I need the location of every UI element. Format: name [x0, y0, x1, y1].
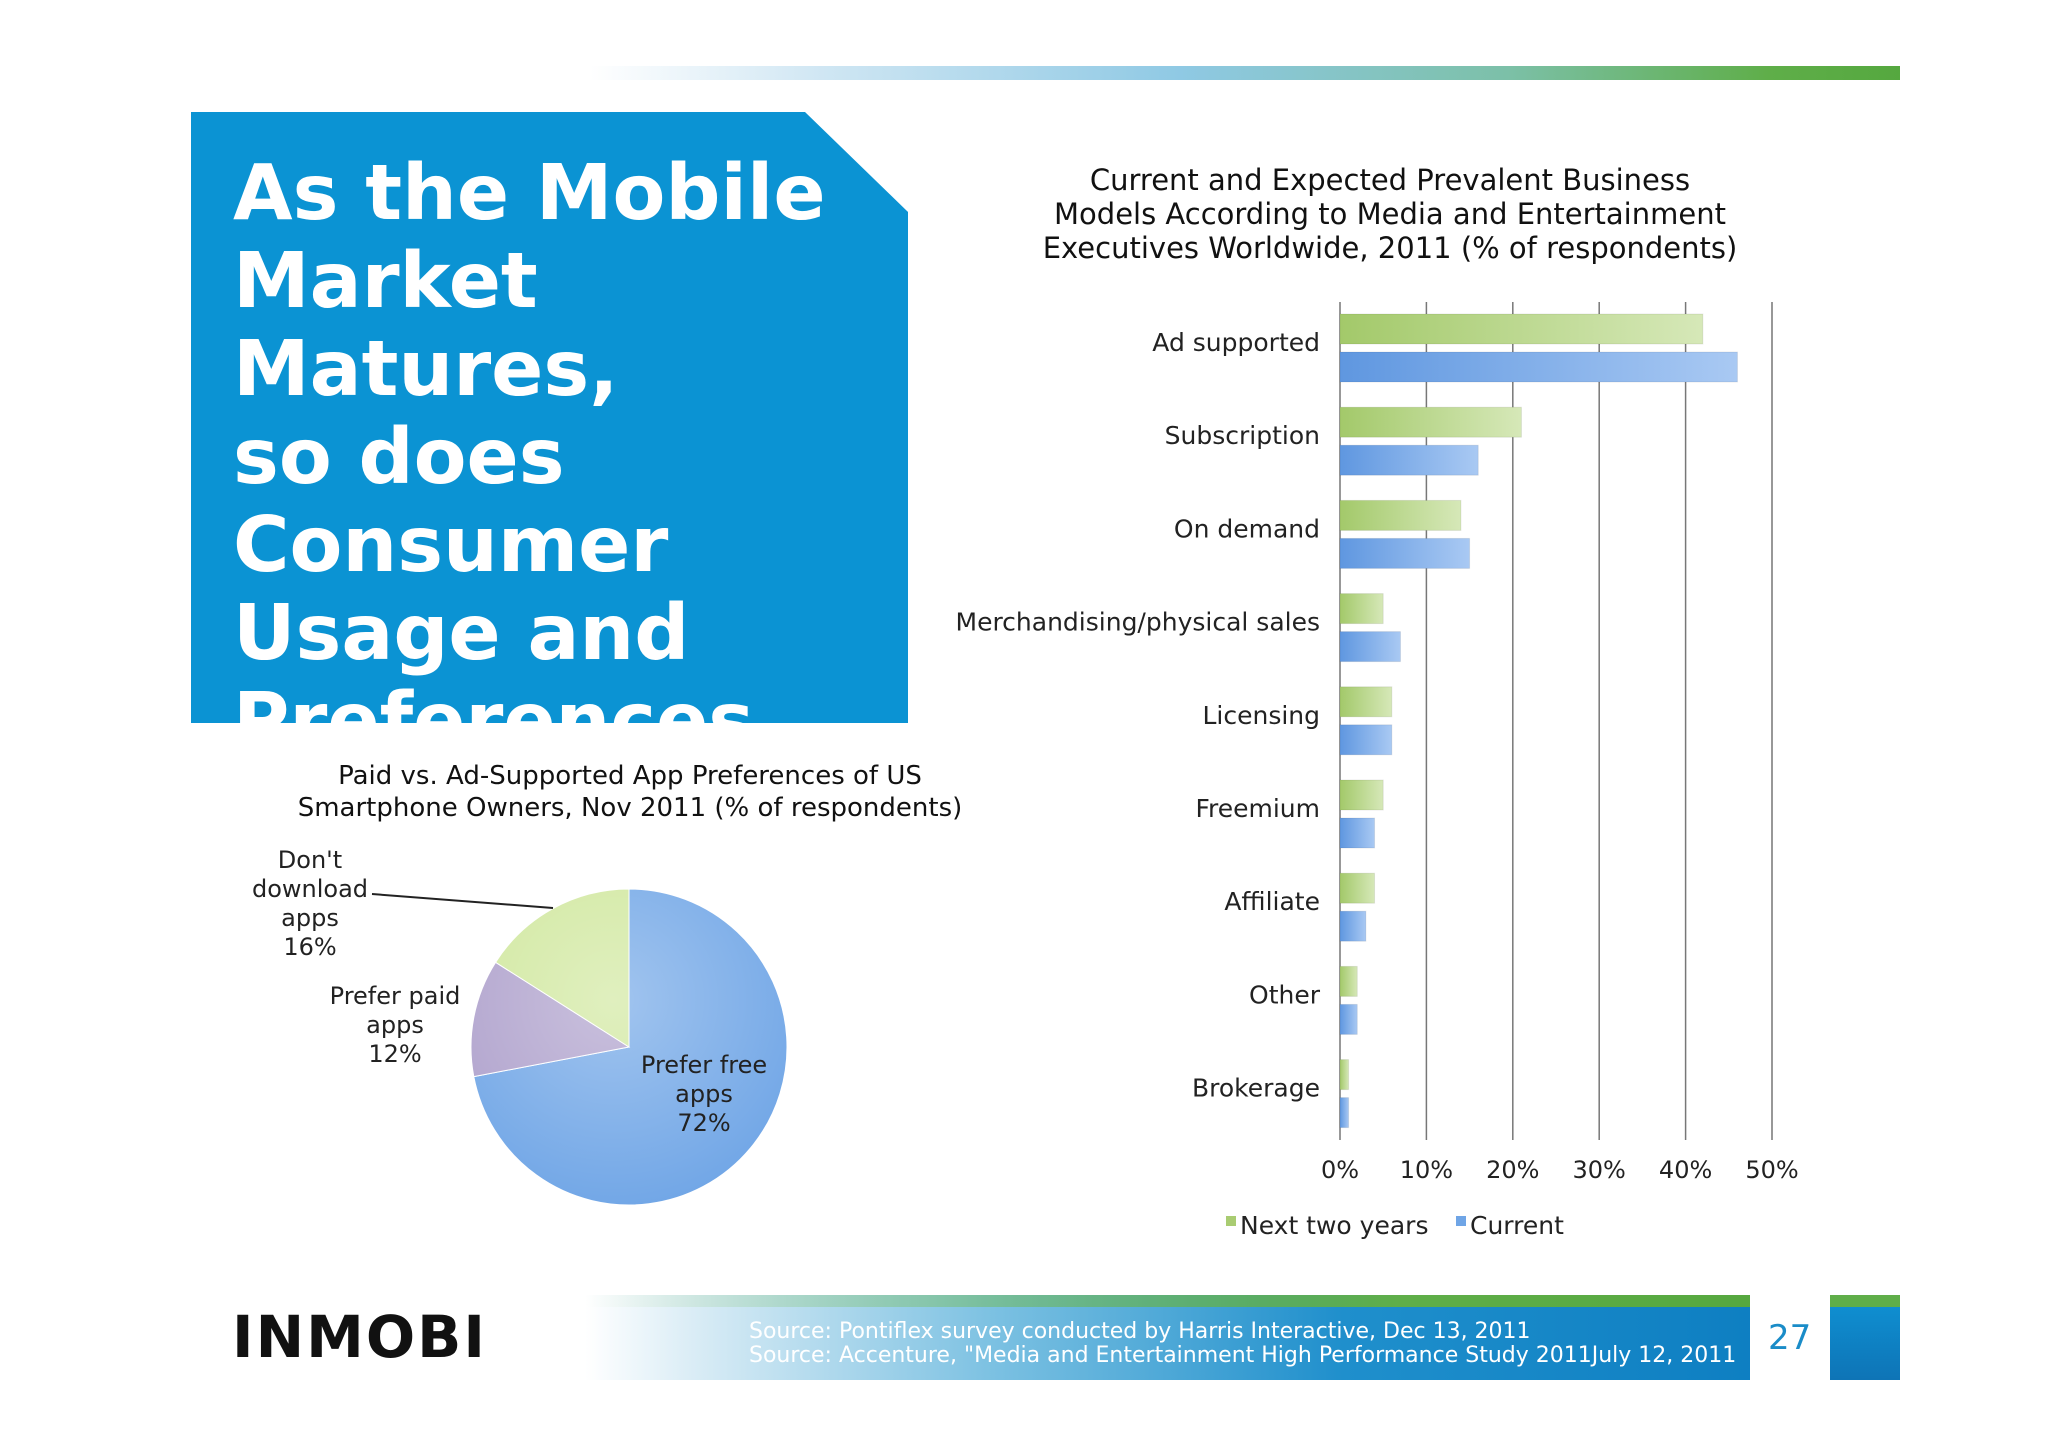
- bar-next-two-years: [1339, 313, 1704, 345]
- pie-slice-label: apps: [281, 904, 339, 932]
- legend-label: Next two years: [1240, 1211, 1428, 1240]
- bar-chart-title: Current and Expected Prevalent Business …: [1042, 163, 1738, 265]
- bar-category-label: Brokerage: [1192, 1074, 1320, 1103]
- bar-current: [1339, 910, 1367, 942]
- bar-tick-label: 20%: [1486, 1156, 1539, 1184]
- pie-slice-label: 16%: [283, 933, 336, 961]
- footer-bar: [585, 1295, 1750, 1380]
- bar-gridlines: [1339, 302, 1773, 1140]
- bar-current: [1339, 631, 1401, 663]
- bar-category-label: Subscription: [1165, 421, 1320, 450]
- source-line-2: Source: Accenture, "Media and Entertainm…: [749, 1343, 1737, 1368]
- bar-current: [1339, 351, 1738, 383]
- bar-tick-label: 50%: [1745, 1156, 1798, 1184]
- pie-highlight: [471, 889, 787, 1205]
- pie-slice-label: 12%: [368, 1040, 421, 1068]
- bar-category-label: Other: [1249, 980, 1321, 1009]
- footer-green-stripe: [585, 1295, 1750, 1307]
- bar-next-two-years: [1339, 965, 1358, 997]
- bar-category-label: Ad supported: [1152, 328, 1320, 357]
- bar-next-two-years: [1339, 872, 1376, 904]
- legend-swatch: [1226, 1216, 1236, 1226]
- legend-swatch: [1456, 1216, 1466, 1226]
- bar-tick-label: 40%: [1659, 1156, 1712, 1184]
- bar-next-two-years: [1339, 686, 1393, 718]
- bar-legend: Next two years Current: [1226, 1211, 1564, 1240]
- pie-slice-label: 72%: [677, 1109, 730, 1137]
- bar-category-label: Freemium: [1195, 794, 1320, 823]
- title-panel: [191, 112, 908, 723]
- bar-current: [1339, 724, 1393, 756]
- bar-marks: [1339, 313, 1738, 1129]
- legend-label: Current: [1470, 1211, 1564, 1240]
- pie-slice-label: apps: [675, 1080, 733, 1108]
- bar-tick-label: 10%: [1400, 1156, 1453, 1184]
- pie-slice-label: Prefer paid: [330, 982, 461, 1010]
- bar-current: [1339, 1003, 1358, 1035]
- page-number: 27: [1768, 1318, 1812, 1358]
- source-line-1: Source: Pontiflex survey conducted by Ha…: [749, 1319, 1531, 1344]
- slide-title: As the Mobile Market Matures, so does Co…: [233, 149, 826, 766]
- pie-leader-line: [371, 893, 554, 909]
- bar-current: [1339, 537, 1471, 569]
- bar-next-two-years: [1339, 593, 1384, 625]
- bar-category-label: On demand: [1174, 514, 1320, 543]
- bar-tick-label: 0%: [1321, 1156, 1359, 1184]
- inmobi-logo: INMOBI: [232, 1303, 487, 1371]
- pie-slice-label: Don't: [278, 846, 342, 874]
- bar-next-two-years: [1339, 779, 1384, 811]
- top-accent-bar: [590, 66, 1900, 80]
- pie-slice-label: apps: [366, 1011, 424, 1039]
- pie-chart-title: Paid vs. Ad-Supported App Preferences of…: [297, 761, 963, 823]
- bar-category-labels: Ad supported Subscription On demand Merchan…: [956, 328, 1321, 1103]
- pie-slice-label: download: [252, 875, 368, 903]
- bar-category-label: Licensing: [1202, 701, 1320, 730]
- footer-right-block: [1830, 1295, 1900, 1380]
- bar-category-label: Affiliate: [1224, 887, 1320, 916]
- bar-current: [1339, 817, 1376, 849]
- bar-next-two-years: [1339, 499, 1462, 531]
- bar-next-two-years: [1339, 406, 1522, 438]
- bar-current: [1339, 1097, 1350, 1129]
- bar-tick-label: 30%: [1573, 1156, 1626, 1184]
- bar-chart: Ad supported Subscription On demand Merchan…: [956, 302, 1799, 1240]
- pie-slice-label: Prefer free: [641, 1051, 767, 1079]
- bar-tick-labels: 0% 10% 20% 30% 40% 50%: [1321, 1156, 1799, 1184]
- bar-next-two-years: [1339, 1059, 1350, 1091]
- source-notes: Source: Pontiflex survey conducted by Ha…: [749, 1320, 1749, 1368]
- bar-current: [1339, 444, 1479, 476]
- bar-category-label: Merchandising/physical sales: [956, 608, 1321, 637]
